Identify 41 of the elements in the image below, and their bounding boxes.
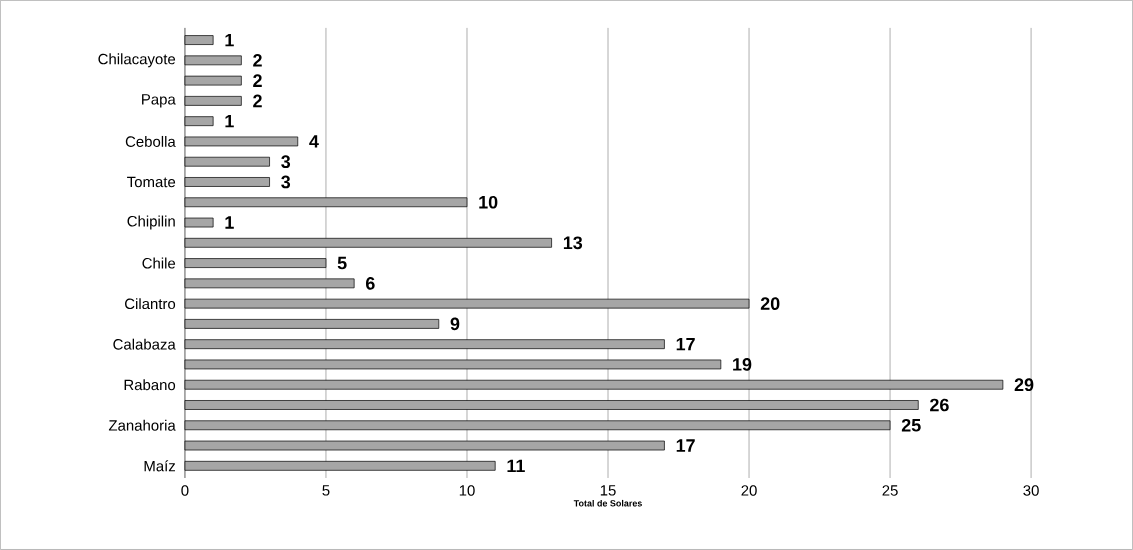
data-label: 29	[1014, 378, 1034, 392]
data-label: 3	[281, 175, 291, 189]
x-tick-label: 0	[181, 485, 189, 496]
y-tick-label: Maíz	[144, 460, 175, 472]
data-label: 13	[563, 236, 583, 250]
data-label: 2	[253, 74, 262, 87]
data-label: 3	[281, 155, 291, 169]
data-label: 9	[450, 317, 460, 331]
data-label: 1	[225, 216, 234, 229]
x-tick-label: 25	[882, 485, 898, 496]
y-tick-label: Cebolla	[125, 136, 176, 147]
x-tick-label: 20	[741, 485, 757, 496]
data-label: 25	[901, 418, 921, 432]
y-tick-label: Rabano	[124, 379, 176, 391]
data-label: 11	[507, 459, 525, 473]
y-tick-label: Tomate	[127, 176, 176, 188]
x-axis-title: Total de Solares	[573, 499, 642, 507]
data-label: 1	[225, 115, 234, 128]
x-tick-label: 15	[600, 485, 616, 496]
data-label: 20	[760, 297, 780, 311]
data-label: 4	[309, 135, 319, 148]
y-tick-label: Chipilin	[127, 215, 175, 230]
data-label: 26	[930, 398, 949, 412]
x-tick-label: 10	[459, 485, 475, 496]
y-tick-label: Chilacayote	[98, 53, 176, 68]
data-label: 17	[676, 338, 695, 351]
data-label: 19	[733, 358, 752, 371]
data-label: 17	[676, 439, 695, 452]
y-tick-label: Zanahoria	[108, 419, 176, 431]
data-label: 5	[337, 256, 347, 270]
x-tick-label: 30	[1023, 485, 1039, 496]
y-tick-label: Calabaza	[113, 338, 176, 350]
data-label: 2	[253, 54, 262, 67]
x-tick-label: 5	[322, 485, 330, 496]
data-label: 2	[253, 94, 262, 108]
y-tick-label: Chile	[142, 257, 176, 269]
y-tick-label: Cilantro	[125, 298, 176, 310]
data-label: 6	[366, 277, 375, 290]
data-label: 10	[479, 195, 498, 209]
y-tick-label: Papa	[142, 94, 176, 108]
data-label: 1	[225, 33, 234, 47]
